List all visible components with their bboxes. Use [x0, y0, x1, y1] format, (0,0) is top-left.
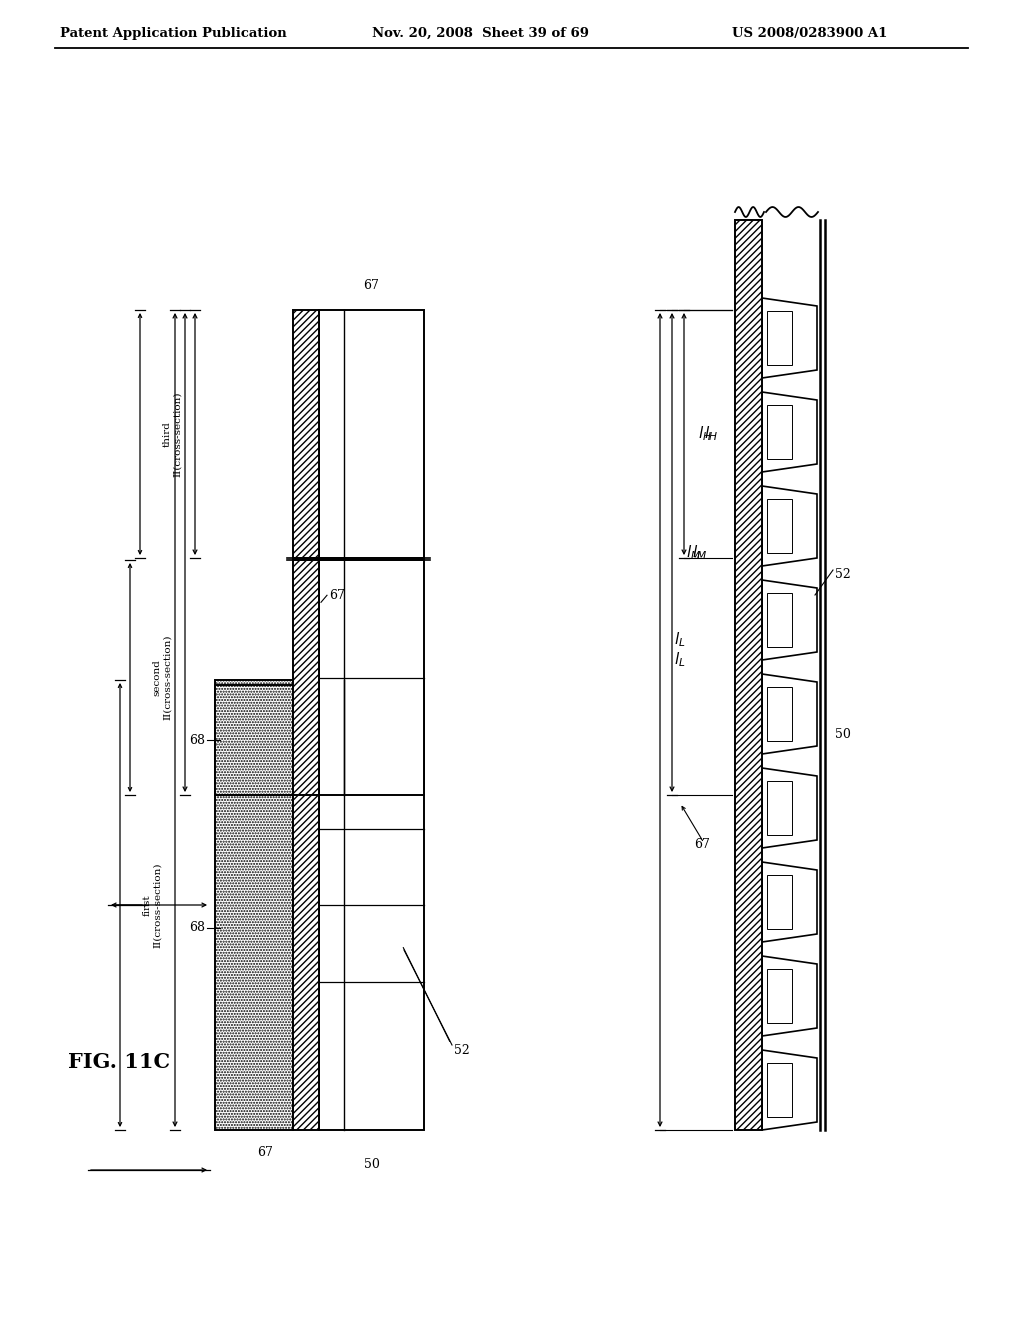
Text: 67: 67 — [329, 589, 345, 602]
Bar — [215, 680, 293, 1130]
Text: 67: 67 — [364, 279, 380, 292]
Text: 67: 67 — [694, 838, 710, 851]
Bar — [319, 560, 424, 795]
Text: third
II(cross-section): third II(cross-section) — [162, 391, 181, 477]
Bar — [767, 593, 792, 647]
Polygon shape — [762, 862, 817, 942]
Text: $\mathit{l}_M$: $\mathit{l}_M$ — [692, 543, 708, 562]
Text: 50: 50 — [835, 729, 851, 742]
Text: $\mathit{l}_H$: $\mathit{l}_H$ — [705, 425, 718, 444]
Text: Patent Application Publication: Patent Application Publication — [60, 26, 287, 40]
Text: FIG. 11C: FIG. 11C — [68, 1052, 170, 1072]
Text: 50: 50 — [364, 1158, 380, 1171]
Bar — [319, 680, 424, 1130]
Text: $\mathit{l}_L$: $\mathit{l}_L$ — [674, 651, 685, 669]
Text: $\mathit{l}_H$: $\mathit{l}_H$ — [698, 425, 712, 444]
Text: US 2008/0283900 A1: US 2008/0283900 A1 — [732, 26, 888, 40]
Bar — [767, 781, 792, 836]
Text: second
II(cross-section): second II(cross-section) — [153, 635, 172, 721]
Polygon shape — [762, 675, 817, 754]
Bar — [767, 499, 792, 553]
Bar — [767, 405, 792, 459]
Bar — [767, 875, 792, 929]
Bar — [293, 680, 319, 1130]
Bar — [293, 310, 319, 558]
Polygon shape — [762, 298, 817, 378]
Text: 52: 52 — [835, 569, 851, 582]
Bar — [215, 685, 293, 795]
Text: $\mathit{l}_M$: $\mathit{l}_M$ — [686, 543, 701, 562]
Polygon shape — [762, 1049, 817, 1130]
Bar — [767, 686, 792, 741]
Text: Nov. 20, 2008  Sheet 39 of 69: Nov. 20, 2008 Sheet 39 of 69 — [372, 26, 589, 40]
Bar — [319, 310, 424, 558]
Text: $\mathit{l}_L$: $\mathit{l}_L$ — [674, 631, 686, 649]
Polygon shape — [762, 486, 817, 566]
Bar — [735, 220, 762, 1130]
Polygon shape — [762, 768, 817, 847]
Text: first
II(cross-section): first II(cross-section) — [142, 862, 162, 948]
Bar — [767, 312, 792, 366]
Text: 68: 68 — [189, 921, 205, 935]
Text: 68: 68 — [189, 734, 205, 747]
Polygon shape — [762, 956, 817, 1036]
Text: 52: 52 — [454, 1044, 470, 1056]
Text: 67: 67 — [257, 1146, 273, 1159]
Polygon shape — [762, 579, 817, 660]
Polygon shape — [762, 392, 817, 473]
Bar — [293, 560, 319, 795]
Bar — [767, 1063, 792, 1117]
Bar — [767, 969, 792, 1023]
